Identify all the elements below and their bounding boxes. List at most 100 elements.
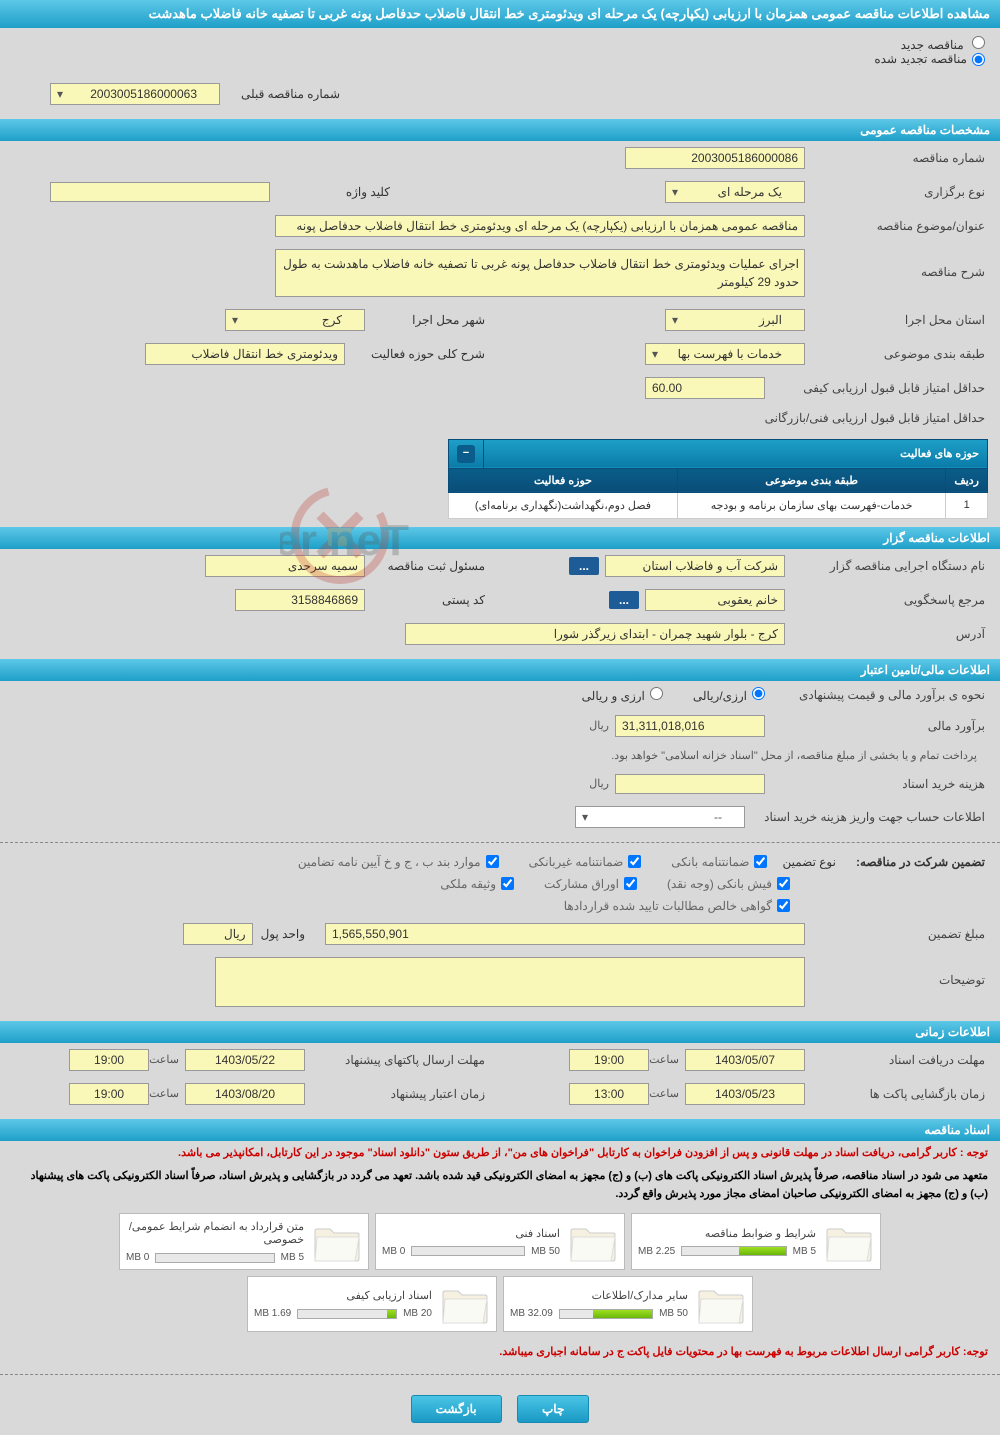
section-general: مشخصات مناقصه عمومی bbox=[0, 119, 1000, 141]
validity-date: 1403/08/20 bbox=[185, 1083, 305, 1105]
print-button[interactable]: چاپ bbox=[517, 1395, 589, 1423]
notes-row: توضیحات bbox=[0, 951, 1000, 1013]
radio-renewed[interactable]: مناقصه تجدید شده bbox=[874, 52, 985, 66]
chk-bonds-input[interactable] bbox=[624, 877, 637, 890]
contact-lookup-button[interactable]: ... bbox=[609, 591, 639, 609]
doc-panel[interactable]: اسناد ارزیابی کیفی 20 MB 1.69 MB bbox=[247, 1276, 497, 1332]
doc-panel[interactable]: شرایط و ضوابط مناقصه 5 MB 2.25 MB bbox=[631, 1213, 881, 1270]
chk-receivable[interactable]: گواهی خالص مطالبات تایید شده قراردادها bbox=[564, 899, 790, 913]
radio-new-label: مناقصه جدید bbox=[901, 38, 964, 52]
activity-field[interactable]: ویدئومتری خط انتقال فاضلاب bbox=[145, 343, 345, 365]
subject-field[interactable]: مناقصه عمومی همزمان با ارزیابی (یکپارچه)… bbox=[275, 215, 805, 237]
chk-nonbank[interactable]: ضمانتنامه غیربانکی bbox=[529, 855, 642, 869]
opt-fx[interactable]: ارزی و ریالی bbox=[582, 687, 663, 703]
unit-field: ریال bbox=[183, 923, 253, 945]
chk-terms[interactable]: موارد بند ب ، ج و خ آیین نامه تضامین bbox=[298, 855, 499, 869]
send-label: مهلت ارسال پاکتهای پیشنهاد bbox=[305, 1053, 485, 1067]
account-select[interactable]: -- bbox=[575, 806, 745, 828]
amount-field: 1,565,550,901 bbox=[325, 923, 805, 945]
org-lookup-button[interactable]: ... bbox=[569, 557, 599, 575]
row-n: 1 bbox=[946, 492, 988, 518]
owner-row2: مرجع پاسخگویی خانم یعقوبی ... کد پستی 31… bbox=[0, 583, 1000, 617]
chk-bonds-label: اوراق مشارکت bbox=[544, 877, 619, 891]
keyword-field[interactable] bbox=[50, 182, 270, 202]
amount-label: مبلغ تضمین bbox=[805, 927, 985, 941]
province-city-row: استان محل اجرا البرز شهر محل اجرا کرج bbox=[0, 303, 1000, 337]
open-time-value: 13:00 bbox=[594, 1087, 624, 1101]
doc-progress-fill bbox=[739, 1247, 786, 1255]
doc-used: 0 MB bbox=[126, 1252, 149, 1263]
col-category: طبقه بندی موضوعی bbox=[677, 468, 945, 492]
doc-bar-row: 50 MB 32.09 MB bbox=[510, 1308, 688, 1319]
guarantee-type-label: نوع تضمین bbox=[782, 855, 835, 869]
doc-bar-row: 5 MB 2.25 MB bbox=[638, 1246, 816, 1257]
timing-row1: مهلت دریافت اسناد 1403/05/07 ساعت 19:00 … bbox=[0, 1043, 1000, 1077]
chk-nonbank-input[interactable] bbox=[628, 855, 641, 868]
doc-progress-bar bbox=[155, 1253, 274, 1263]
section-documents: اسناد مناقصه bbox=[0, 1119, 1000, 1141]
doc-panel[interactable]: متن قرارداد به انضمام شرایط عمومی/خصوصی … bbox=[119, 1213, 369, 1270]
desc-field[interactable]: اجرای عملیات ویدئومتری خط انتقال فاضلاب … bbox=[275, 249, 805, 297]
chk-property[interactable]: وثیقه ملکی bbox=[440, 877, 514, 891]
postal-field: 3158846869 bbox=[235, 589, 365, 611]
doc-panel[interactable]: اسناد فنی 50 MB 0 MB bbox=[375, 1213, 625, 1270]
province-select[interactable]: البرز bbox=[665, 309, 805, 331]
open-time: 13:00 bbox=[569, 1083, 649, 1105]
chk-bank[interactable]: ضمانتنامه بانکی bbox=[671, 855, 767, 869]
validity-date-value: 1403/08/20 bbox=[215, 1087, 275, 1101]
subject-row: عنوان/موضوع مناقصه مناقصه عمومی همزمان ب… bbox=[0, 209, 1000, 243]
category-select[interactable]: خدمات با فهرست بها bbox=[645, 343, 805, 365]
est-row: برآورد مالی 31,311,018,016 ریال bbox=[0, 709, 1000, 743]
chk-bank-label: ضمانتنامه بانکی bbox=[671, 855, 749, 869]
collapse-cell: − bbox=[449, 439, 484, 468]
doc-body: اسناد ارزیابی کیفی 20 MB 1.69 MB bbox=[254, 1289, 432, 1319]
prev-number-label: شماره مناقصه قبلی bbox=[220, 87, 340, 101]
prev-number-select[interactable]: 2003005186000063 bbox=[50, 83, 220, 105]
unit-label: واحد پول bbox=[261, 927, 305, 941]
receive-time-value: 19:00 bbox=[594, 1053, 624, 1067]
open-date-value: 1403/05/23 bbox=[715, 1087, 775, 1101]
open-date: 1403/05/23 bbox=[685, 1083, 805, 1105]
payment-note: پرداخت تمام و یا بخشی از مبلغ مناقصه، از… bbox=[611, 749, 985, 762]
chk-receivable-input[interactable] bbox=[777, 899, 790, 912]
receive-label: مهلت دریافت اسناد bbox=[805, 1053, 985, 1067]
row-cat: خدمات-فهرست بهای سازمان برنامه و بودجه bbox=[677, 492, 945, 518]
desc-row: شرح مناقصه اجرای عملیات ویدئومتری خط انت… bbox=[0, 243, 1000, 303]
notice1: توجه : کاربر گرامی، دریافت اسناد در مهلت… bbox=[0, 1141, 1000, 1167]
responsible-label: مسئول ثبت مناقصه bbox=[365, 559, 485, 573]
doc-cost-field[interactable] bbox=[615, 774, 765, 794]
tender-mode-row: مناقصه جدید مناقصه تجدید شده bbox=[0, 28, 1000, 77]
min-qual-value: 60.00 bbox=[652, 381, 682, 395]
chk-terms-label: موارد بند ب ، ج و خ آیین نامه تضامین bbox=[298, 855, 481, 869]
doc-bar-row: 5 MB 0 MB bbox=[126, 1252, 304, 1263]
chk-cash-input[interactable] bbox=[777, 877, 790, 890]
collapse-icon[interactable]: − bbox=[457, 445, 475, 463]
type-select[interactable]: یک مرحله ای bbox=[665, 181, 805, 203]
doc-body: شرایط و ضوابط مناقصه 5 MB 2.25 MB bbox=[638, 1227, 816, 1257]
col-row: ردیف bbox=[946, 468, 988, 492]
payment-note-row: پرداخت تمام و یا بخشی از مبلغ مناقصه، از… bbox=[0, 743, 1000, 768]
chk-property-input[interactable] bbox=[501, 877, 514, 890]
opt-fx-input[interactable] bbox=[650, 687, 663, 700]
notes-field[interactable] bbox=[215, 957, 805, 1007]
chk-bank-input[interactable] bbox=[754, 855, 767, 868]
est-label: برآورد مالی bbox=[765, 719, 985, 733]
min-qual-field[interactable]: 60.00 bbox=[645, 377, 765, 399]
prev-number-value: 2003005186000063 bbox=[90, 87, 197, 101]
chk-terms-input[interactable] bbox=[486, 855, 499, 868]
city-select[interactable]: کرج bbox=[225, 309, 365, 331]
doc-title: اسناد ارزیابی کیفی bbox=[254, 1289, 432, 1302]
radio-new-input[interactable] bbox=[972, 36, 985, 49]
doc-panel[interactable]: سایر مدارک/اطلاعات 50 MB 32.09 MB bbox=[503, 1276, 753, 1332]
chk-cash[interactable]: فیش بانکی (وجه نقد) bbox=[667, 877, 790, 891]
opt-rial-input[interactable] bbox=[752, 687, 765, 700]
contact-value: خانم یعقوبی bbox=[718, 593, 778, 607]
amount-row: مبلغ تضمین 1,565,550,901 واحد پول ریال bbox=[0, 917, 1000, 951]
radio-renewed-input[interactable] bbox=[972, 53, 985, 66]
back-button[interactable]: بازگشت bbox=[411, 1395, 502, 1423]
responsible-field: سمیه سرحدی bbox=[205, 555, 365, 577]
opt-rial[interactable]: ارزی/ریالی bbox=[693, 687, 765, 703]
chk-bonds[interactable]: اوراق مشارکت bbox=[544, 877, 637, 891]
radio-new[interactable]: مناقصه جدید bbox=[901, 38, 985, 52]
tender-no-field: 2003005186000086 bbox=[625, 147, 805, 169]
